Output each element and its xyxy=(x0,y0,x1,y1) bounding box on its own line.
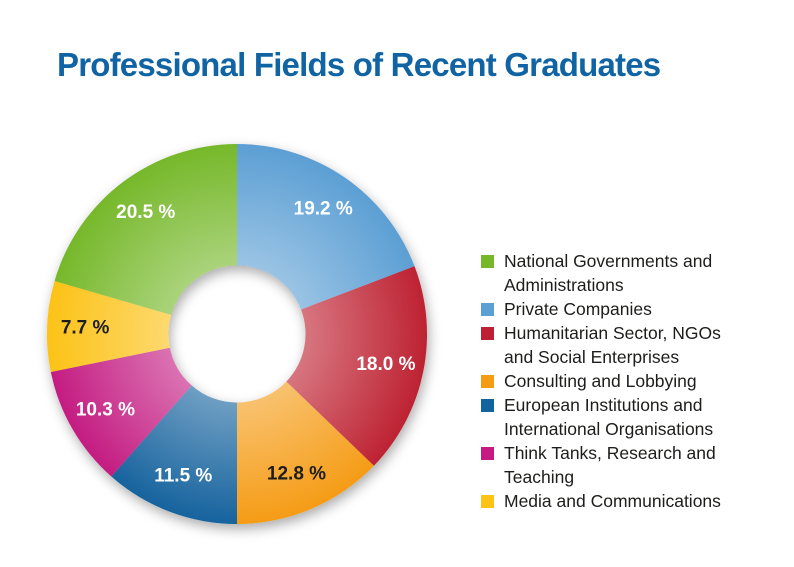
legend-swatch-icon xyxy=(481,447,494,460)
legend-label: Media and Communications xyxy=(504,491,721,511)
legend-item: Consulting and Lobbying xyxy=(481,369,781,393)
legend-swatch-icon xyxy=(481,327,494,340)
legend-swatch-icon xyxy=(481,255,494,268)
legend-swatch-icon xyxy=(481,375,494,388)
slice-value-label: 18.0 % xyxy=(356,354,415,375)
slice-value-label: 20.5 % xyxy=(116,202,175,223)
legend-item: Private Companies xyxy=(481,297,781,321)
chart-legend: National Governments and Administrations… xyxy=(481,249,781,513)
legend-label: Humanitarian Sector, NGOs and Social Ent… xyxy=(504,323,721,367)
legend-label: Private Companies xyxy=(504,299,652,319)
legend-swatch-icon xyxy=(481,495,494,508)
donut-chart: 19.2 % 18.0 % 12.8 % 11.5 % 10.3 % 7.7 % 20.5 … xyxy=(46,144,427,524)
legend-item: National Governments and Administrations xyxy=(481,249,781,297)
slice-value-label: 12.8 % xyxy=(267,463,326,484)
legend-label: Consulting and Lobbying xyxy=(504,371,697,391)
legend-label: Think Tanks, Research and Teaching xyxy=(504,443,716,487)
slice-value-label: 19.2 % xyxy=(294,198,353,219)
donut-shine-overlay xyxy=(47,144,427,524)
legend-item: Think Tanks, Research and Teaching xyxy=(481,441,781,489)
slice-value-label: 10.3 % xyxy=(76,400,135,421)
legend-item: Humanitarian Sector, NGOs and Social Ent… xyxy=(481,321,781,369)
slice-value-label: 7.7 % xyxy=(61,317,110,338)
legend-label: National Governments and Administrations xyxy=(504,251,713,295)
legend-label: European Institutions and International … xyxy=(504,395,714,439)
slice-value-label: 11.5 % xyxy=(154,466,212,487)
page-title: Professional Fields of Recent Graduates xyxy=(57,46,661,83)
legend-swatch-icon xyxy=(481,399,494,412)
legend-swatch-icon xyxy=(481,303,494,316)
legend-item: Media and Communications xyxy=(481,489,781,513)
legend-item: European Institutions and International … xyxy=(481,393,781,441)
